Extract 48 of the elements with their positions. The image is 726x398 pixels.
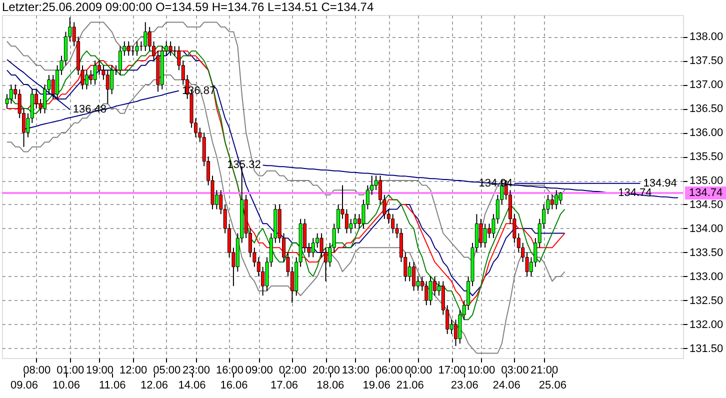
y-tick-label: 133.50 <box>690 246 724 259</box>
x-tick-label: 17:00 <box>438 364 466 376</box>
x-tick-label: 08:00 <box>23 364 51 376</box>
data-label: 136.48 <box>72 104 107 116</box>
x-tick-label: 18.06 <box>316 380 344 392</box>
x-tick-label: 13:00 <box>342 364 370 376</box>
x-tick-label: 16:00 <box>216 364 244 376</box>
chart-title: Letzter:25.06.2009 09:00:00 O=134.59 H=134.76 L=134.51 C=134.74 <box>2 0 374 14</box>
x-tick-label: 02:00 <box>278 364 306 376</box>
x-tick-label: 19:00 <box>86 364 114 376</box>
y-tick-label: 134.50 <box>690 198 724 211</box>
x-tick-label: 09.06 <box>10 380 38 392</box>
x-tick-label: 11.06 <box>98 380 126 392</box>
x-tick-label: 06:00 <box>375 364 403 376</box>
ref-line-label: 134.74 <box>689 186 723 199</box>
x-tick-label: 12:00 <box>120 364 148 376</box>
y-tick-label: 131.50 <box>690 342 724 355</box>
x-tick-label: 10:00 <box>468 364 496 376</box>
y-tick-label: 138.00 <box>690 31 724 44</box>
y-tick-label: 136.00 <box>690 127 724 140</box>
x-tick-label: 24.06 <box>492 380 520 392</box>
x-tick-label: 19.06 <box>362 380 390 392</box>
x-tick-label: 23.06 <box>450 380 478 392</box>
x-tick-label: 14.06 <box>178 380 206 392</box>
y-tick-label: 134.00 <box>690 222 724 235</box>
data-label: 134.94 <box>643 177 677 190</box>
y-tick-label: 132.00 <box>690 318 724 331</box>
y-tick-label: 137.50 <box>690 55 724 68</box>
y-tick-label: 137.00 <box>690 79 724 92</box>
y-tick-label: 135.00 <box>690 175 724 188</box>
x-tick-label: 01:00 <box>56 364 84 376</box>
x-tick-label: 17.06 <box>270 380 298 392</box>
y-tick-label: 136.50 <box>690 103 724 116</box>
y-tick-label: 132.50 <box>690 294 724 307</box>
x-tick-label: 23:00 <box>182 364 210 376</box>
y-tick-label: 135.50 <box>690 151 724 164</box>
x-tick-label: 05:00 <box>153 364 181 376</box>
x-tick-label: 12.06 <box>140 380 168 392</box>
x-tick-label: 21:00 <box>530 364 558 376</box>
x-tick-label: 25.06 <box>538 380 566 392</box>
x-tick-label: 10.06 <box>52 380 80 392</box>
x-tick-label: 16.06 <box>220 380 248 392</box>
x-tick-label: 00:00 <box>404 364 432 376</box>
x-tick-label: 03:00 <box>501 364 529 376</box>
x-tick-label: 09:00 <box>245 364 273 376</box>
x-tick-label: 20:00 <box>312 364 340 376</box>
x-tick-label: 21.06 <box>396 380 424 392</box>
y-tick-label: 133.00 <box>690 270 724 283</box>
